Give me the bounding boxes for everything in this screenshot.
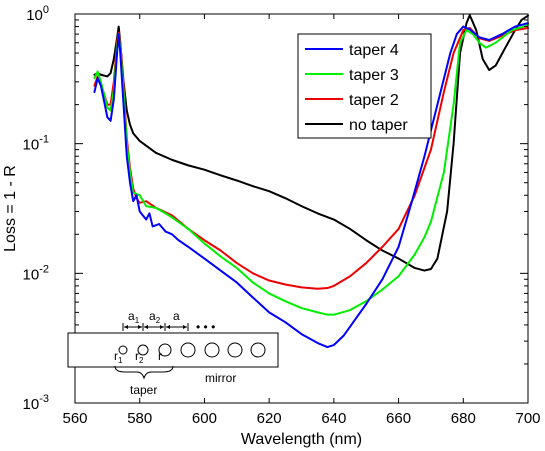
axis-ticks xyxy=(74,13,529,404)
y-axis-label: Loss = 1 - R xyxy=(2,165,19,252)
legend-entry: taper 4 xyxy=(349,42,399,59)
x-tick-label: 680 xyxy=(451,410,476,427)
inset-label-r: r xyxy=(158,349,162,363)
inset-arrowhead xyxy=(138,325,142,329)
inset-waveguide xyxy=(67,332,279,368)
y-tick-label: 10-3 xyxy=(23,393,49,413)
inset-hole-6 xyxy=(227,342,243,358)
inset-diagram: a1 a2 a • • • r1 r2 r taper mirror xyxy=(67,309,279,397)
x-tick-label: 620 xyxy=(257,410,282,427)
x-axis-label: Wavelength (nm) xyxy=(241,431,362,448)
x-tick-label: 700 xyxy=(515,410,540,427)
inset-label-r1: r1 xyxy=(114,349,123,365)
legend-entry: no taper xyxy=(349,117,408,134)
x-tick-labels: 560 580 600 620 640 660 680 700 xyxy=(62,410,540,427)
inset-label-mirror: mirror xyxy=(205,371,236,385)
legend-entry: taper 3 xyxy=(349,67,399,84)
inset-arrowhead xyxy=(166,325,170,329)
inset-label-a2: a2 xyxy=(149,309,161,325)
inset-taper-brace xyxy=(114,365,174,380)
legend-entry: taper 2 xyxy=(349,92,399,109)
legend-box xyxy=(297,33,432,139)
inset-arrowhead xyxy=(124,325,128,329)
y-tick-labels: 10-3 10-2 10-1 100 xyxy=(23,4,49,413)
x-tick-label: 580 xyxy=(127,410,152,427)
inset-label-a: a xyxy=(173,309,180,323)
inset-hole-2 xyxy=(137,344,149,356)
inset-label-r2: r2 xyxy=(135,349,144,365)
y-tick-label: 10-1 xyxy=(23,134,49,154)
inset-hole-7 xyxy=(250,342,266,358)
legend: taper 4 taper 3 taper 2 no taper xyxy=(297,33,432,139)
plot-frame xyxy=(74,13,529,404)
x-tick-label: 600 xyxy=(192,410,217,427)
x-tick-label: 560 xyxy=(62,410,87,427)
plot-lines xyxy=(93,14,529,349)
y-tick-label: 10-2 xyxy=(23,263,49,283)
inset-arrowhead xyxy=(183,325,187,329)
inset-dots: • • • xyxy=(196,320,215,334)
series-line-taper-4 xyxy=(93,22,529,349)
inset-hole-4 xyxy=(180,342,196,358)
inset-label-a1: a1 xyxy=(128,309,140,325)
inset-hole-5 xyxy=(204,342,220,358)
inset-label-taper: taper xyxy=(130,383,157,397)
inset-hole-1 xyxy=(118,345,128,355)
inset-hole-3 xyxy=(158,343,172,357)
x-tick-label: 660 xyxy=(386,410,411,427)
inset-arrowhead xyxy=(160,325,164,329)
y-tick-label: 100 xyxy=(26,4,49,24)
x-tick-label: 640 xyxy=(321,410,346,427)
inset-arrowhead xyxy=(144,325,148,329)
